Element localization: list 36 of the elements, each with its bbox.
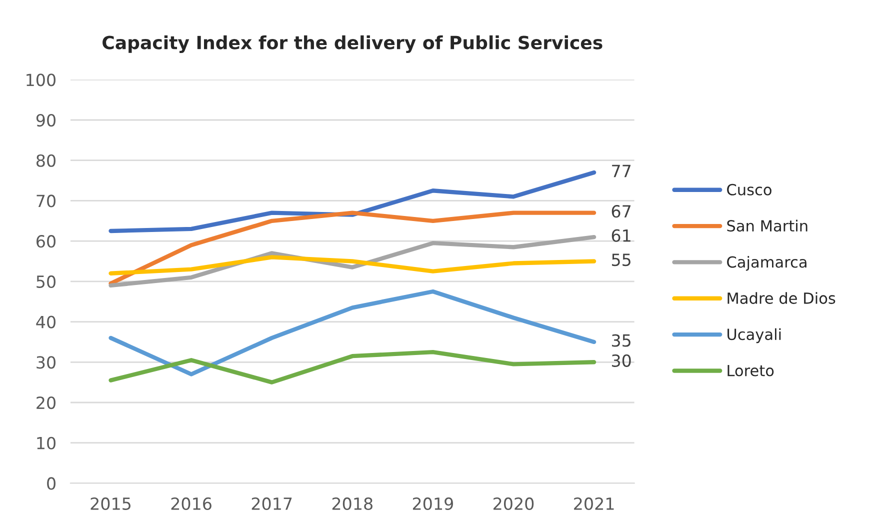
- line-series: [108, 170, 596, 234]
- x-tick-label: 2019: [412, 497, 453, 510]
- data-label: 30: [612, 354, 631, 367]
- chart-title: Capacity Index for the delivery of Public Services: [102, 35, 602, 53]
- y-tick-label: 0: [47, 477, 56, 490]
- y-tick-label: 100: [26, 74, 56, 86]
- legend-label: San Martin: [727, 220, 808, 232]
- data-label: 61: [612, 229, 630, 242]
- x-tick-label: 2018: [332, 497, 372, 510]
- data-label: 55: [612, 254, 630, 266]
- y-tick-label: 70: [36, 194, 56, 208]
- x-tick-label: 2017: [252, 497, 292, 510]
- y-tick-label: 20: [36, 396, 56, 410]
- x-tick-label: 2020: [494, 497, 534, 510]
- y-tick-label: 30: [36, 356, 56, 369]
- line-series: [108, 289, 596, 376]
- legend-label: Ucayali: [728, 328, 781, 344]
- data-label: 77: [612, 164, 630, 178]
- legend-label: Cajamarca: [727, 256, 806, 271]
- line-series: [108, 255, 596, 276]
- data-label: 67: [612, 205, 630, 218]
- y-tick-label: 50: [36, 275, 56, 288]
- line-series: [108, 350, 596, 384]
- line-series: [108, 210, 596, 286]
- y-tick-label: 10: [37, 436, 56, 450]
- legend-label: Madre de Dios: [728, 292, 836, 304]
- legend-label: Cusco: [727, 184, 772, 196]
- y-tick-label: 40: [36, 316, 56, 328]
- legend-label: Loreto: [728, 364, 774, 376]
- y-tick-label: 80: [36, 154, 56, 167]
- data-label: 35: [612, 334, 630, 347]
- x-tick-label: 2015: [90, 497, 131, 510]
- x-tick-label: 2021: [574, 497, 614, 510]
- y-tick-label: 60: [36, 235, 56, 248]
- x-tick-label: 2016: [171, 497, 212, 510]
- y-tick-label: 90: [36, 114, 56, 127]
